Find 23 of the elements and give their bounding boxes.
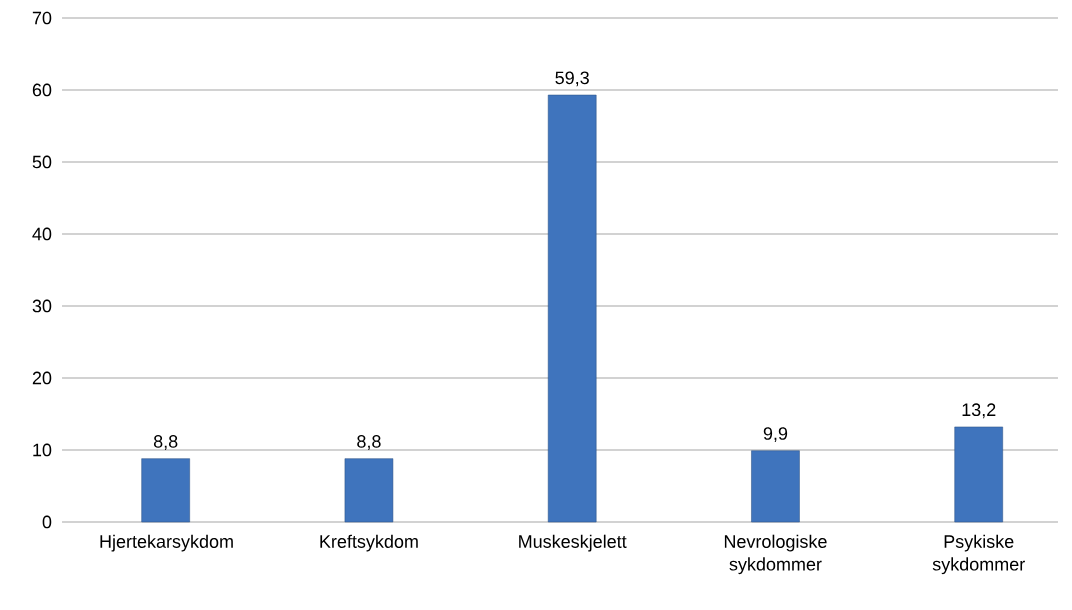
data-label: 59,3: [555, 71, 589, 87]
bar: [954, 426, 1003, 523]
x-tick-label: Kreftsykdom: [320, 534, 418, 552]
y-tick-label: 70: [32, 11, 52, 25]
y-tick-label: 10: [33, 443, 52, 457]
y-tick-label: 50: [32, 155, 52, 169]
x-tick-label: Muskeskjelett: [519, 534, 627, 552]
bar: [547, 94, 597, 523]
bar: [344, 458, 394, 523]
y-tick-label: 20: [32, 371, 52, 385]
data-label: 13,2: [962, 403, 996, 419]
data-label: 9,9: [763, 427, 788, 442]
y-tick-label: 30: [32, 299, 52, 313]
y-tick-label: 0: [42, 515, 52, 529]
data-label: 8,8: [153, 435, 178, 450]
y-tick-label: 40: [32, 227, 52, 241]
bar: [141, 458, 190, 523]
data-label: 8,8: [357, 435, 381, 450]
x-tick-label: Nevrologiske sykdommer: [724, 534, 827, 575]
x-tick-label: Hjertekarsykdom: [100, 534, 233, 552]
bar: [751, 450, 800, 523]
y-tick-label: 60: [32, 83, 52, 97]
x-tick-label: Psykiske sykdommer: [932, 534, 1025, 575]
